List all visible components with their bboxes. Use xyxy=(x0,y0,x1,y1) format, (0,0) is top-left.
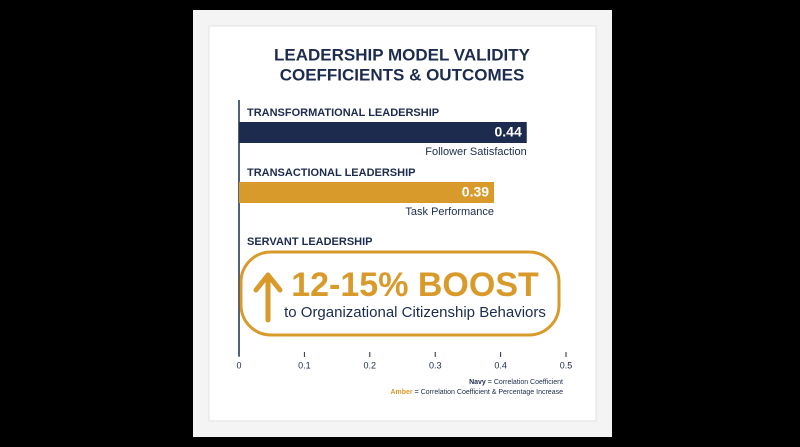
category-label: TRANSACTIONAL LEADERSHIP xyxy=(247,167,415,179)
value-label: 0.39 xyxy=(462,184,489,200)
chart-title: LEADERSHIP MODEL VALIDITY xyxy=(274,45,531,64)
mat xyxy=(208,25,597,422)
up-arrow xyxy=(253,272,283,323)
legend-text: = Correlation Coefficient & Percentage I… xyxy=(415,389,563,396)
annotation-headline: 12-15% BOOST xyxy=(291,266,539,304)
x-tick-label: 0.2 xyxy=(364,360,377,370)
value-label: 0.44 xyxy=(495,124,522,140)
annotation-box xyxy=(239,250,561,337)
x-tick-label: 0.5 xyxy=(560,360,573,370)
outcome-label: Follower Satisfaction xyxy=(425,146,527,158)
legend-key: Amber xyxy=(390,389,412,396)
legend-text: = Correlation Coefficient xyxy=(488,379,563,386)
legend-entry: Navy = Correlation Coefficient xyxy=(469,379,563,386)
chart-title: COEFFICIENTS & OUTCOMES xyxy=(280,65,525,84)
x-tick-label: 0.3 xyxy=(429,360,442,370)
x-tick-label: 0.1 xyxy=(298,360,311,370)
bar xyxy=(239,182,495,203)
annotation-text: to Organizational Citizenship Behaviors xyxy=(284,304,546,321)
x-tick-label: 0.4 xyxy=(494,360,507,370)
legend-entry: Amber = Correlation Coefficient & Percent… xyxy=(390,389,563,396)
x-tick-label: 0 xyxy=(236,360,241,370)
category-label: TRANSFORMATIONAL LEADERSHIP xyxy=(247,107,439,119)
category-label: SERVANT LEADERSHIP xyxy=(247,236,373,248)
bar xyxy=(239,122,527,143)
legend-key: Navy xyxy=(469,379,486,386)
outcome-label: Task Performance xyxy=(405,206,494,218)
